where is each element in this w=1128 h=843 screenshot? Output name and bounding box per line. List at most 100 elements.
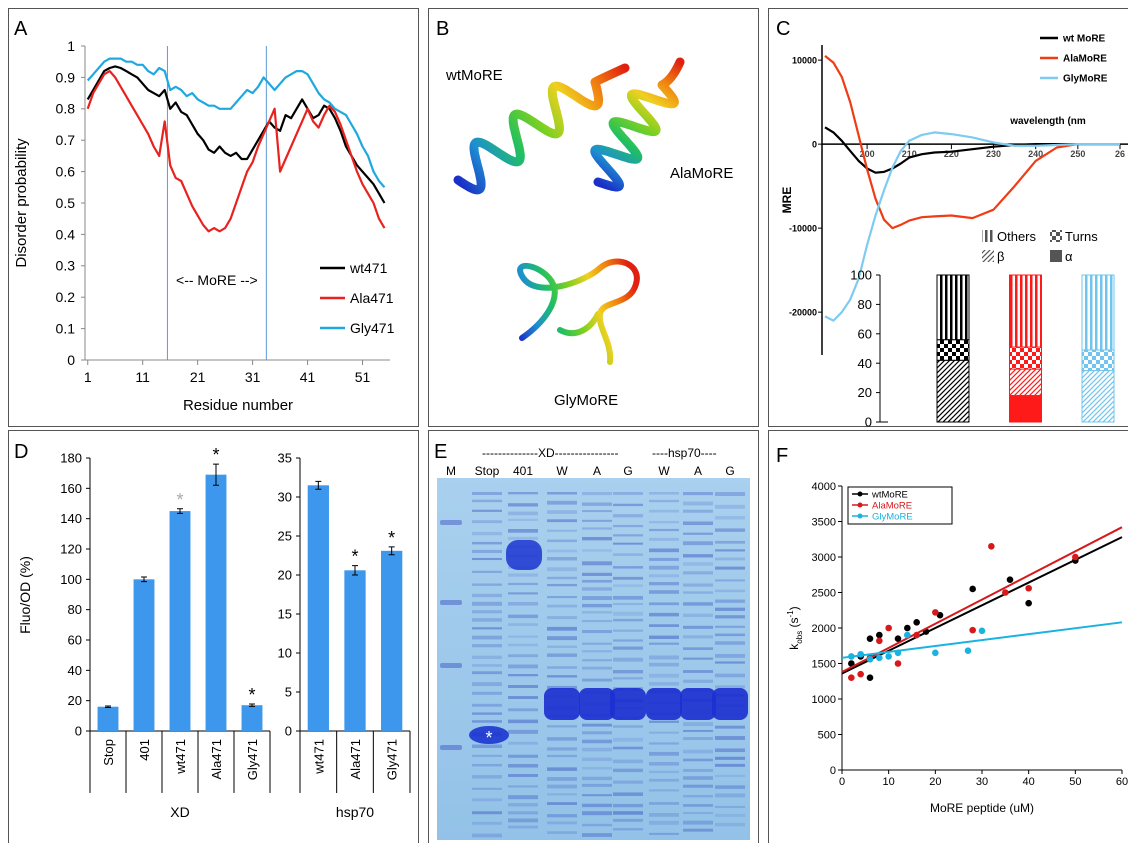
x-axis-label: MoRE peptide (uM) — [930, 801, 1034, 815]
gel-band — [547, 831, 577, 834]
y-tick-label: 0.4 — [56, 226, 76, 242]
gel-band — [649, 820, 679, 825]
gel-band — [715, 492, 745, 496]
data-line — [824, 126, 1120, 174]
data-line — [824, 55, 1120, 230]
gel-band — [715, 654, 745, 658]
gel-band — [472, 720, 502, 723]
gel-band — [547, 754, 577, 758]
bar — [241, 705, 263, 731]
gel-band — [613, 670, 643, 674]
gel-band — [683, 758, 713, 762]
gel-band — [683, 657, 713, 660]
gel-band — [613, 803, 643, 808]
gel-band — [683, 784, 713, 788]
data-point — [1072, 553, 1079, 561]
gel-band — [715, 685, 745, 689]
gel-band — [715, 785, 745, 789]
panel-frame — [428, 8, 759, 427]
legend-swatch — [1050, 230, 1062, 242]
gel-band — [613, 780, 643, 784]
panel-letter: E — [434, 441, 447, 463]
gel-band — [582, 757, 612, 762]
data-point — [1002, 589, 1009, 596]
gel-band — [472, 583, 502, 586]
significance-marker: * — [388, 528, 395, 548]
y-tick-label: 35 — [278, 451, 292, 466]
x-tick-label: 41 — [300, 369, 316, 385]
data-point — [1025, 584, 1032, 592]
gel-band — [582, 549, 612, 552]
data-point — [988, 543, 995, 550]
gel-band — [547, 616, 577, 620]
y-axis-label-part: ) — [787, 606, 801, 610]
gel-band — [649, 537, 679, 541]
x-tick-label: 26 — [1115, 149, 1125, 159]
gel-band — [547, 645, 577, 648]
x-tick-label: 0 — [839, 776, 845, 788]
gel-band — [649, 565, 679, 570]
gel-band — [508, 719, 538, 724]
x-tick-label: 210 — [902, 149, 917, 159]
gel-band — [613, 514, 643, 518]
gel-band — [472, 682, 502, 687]
gel-band — [508, 818, 538, 823]
legend-swatch — [857, 491, 863, 497]
helix — [453, 63, 630, 195]
gel-band — [715, 516, 745, 520]
y-tick-label: 100 — [60, 572, 82, 587]
y-tick-label: 20 — [858, 385, 872, 400]
bar-segment — [1009, 368, 1042, 397]
data-point — [876, 637, 883, 645]
panel-letter: A — [14, 18, 28, 40]
gel-band — [582, 666, 612, 670]
x-tick-label: wt471 — [173, 739, 188, 775]
gel-band — [683, 679, 713, 683]
lane-label: W — [556, 464, 568, 478]
gel-band — [547, 653, 577, 657]
gel-band — [649, 802, 679, 805]
gel-band — [683, 602, 713, 606]
data-point — [969, 626, 976, 634]
gel-band — [613, 618, 643, 622]
gel-band — [582, 603, 612, 608]
y-tick-label: 3000 — [812, 552, 836, 564]
gel-band — [613, 503, 643, 507]
gel-band — [582, 519, 612, 522]
gel-band — [547, 737, 577, 741]
gel-band — [683, 613, 713, 618]
gel-band — [508, 643, 538, 647]
significance-marker: * — [212, 445, 219, 465]
gel-band — [649, 635, 679, 639]
gel-band — [715, 557, 745, 561]
data-point — [894, 635, 902, 642]
x-tick-label: 230 — [986, 149, 1001, 159]
lane-label: G — [725, 464, 734, 478]
gel-band — [547, 685, 577, 690]
gel-band — [472, 712, 502, 715]
gel-band — [547, 492, 577, 495]
gel-band — [649, 642, 679, 645]
significance-marker: * — [351, 547, 358, 567]
gel-band — [582, 527, 612, 530]
gel-band — [613, 746, 643, 750]
bar-segment — [936, 339, 970, 361]
gel-band — [508, 696, 538, 699]
x-tick-label: Stop — [101, 739, 116, 766]
gel-band — [715, 736, 745, 740]
gel-band — [649, 720, 679, 723]
y-tick-label: 25 — [278, 529, 292, 544]
gel-band — [649, 574, 679, 578]
y-tick-label: 120 — [60, 542, 82, 557]
gel-band — [547, 500, 577, 505]
gel-band — [613, 566, 643, 569]
gel-band — [547, 576, 577, 580]
gel-band — [649, 778, 679, 782]
gel-band — [683, 749, 713, 754]
data-point — [978, 627, 986, 635]
gel-band — [472, 703, 502, 707]
x-tick-label: 40 — [1023, 776, 1035, 788]
gel-band — [582, 642, 612, 645]
y-axis-label: kobs (s-1) — [786, 606, 804, 649]
y-tick-label: 40 — [68, 663, 82, 678]
